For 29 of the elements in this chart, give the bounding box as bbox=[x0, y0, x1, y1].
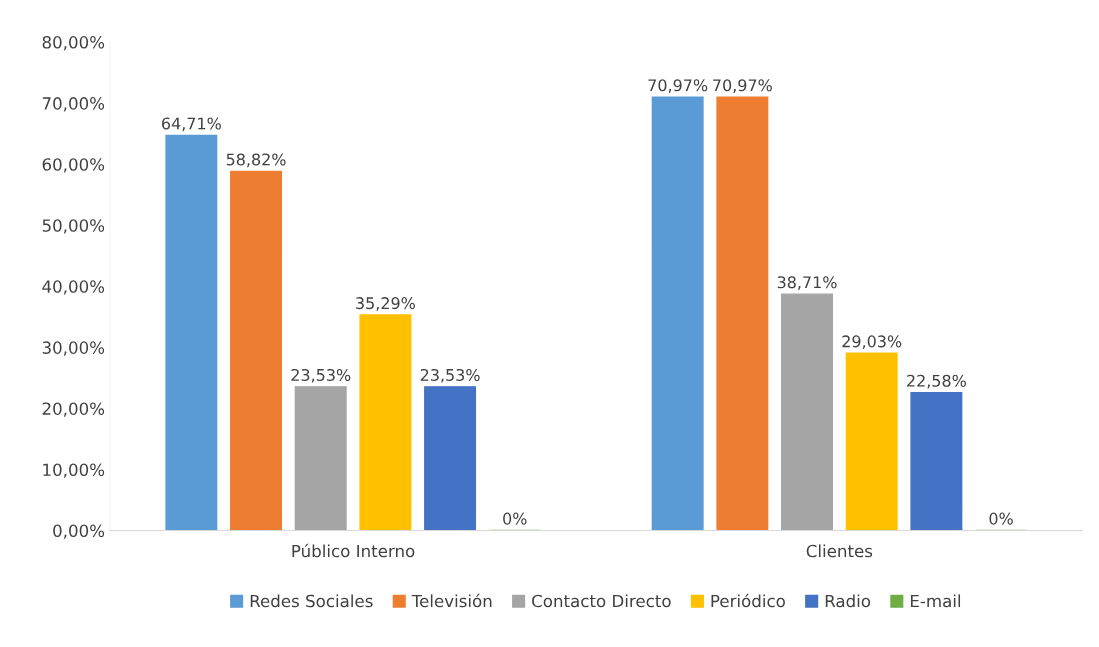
data-label: 22,58% bbox=[907, 374, 966, 389]
legend-label: Periódico bbox=[711, 593, 785, 608]
legend-label: Radio bbox=[825, 594, 871, 608]
y-tick-label: 10,00% bbox=[43, 463, 105, 478]
legend-label: Redes Sociales bbox=[250, 594, 373, 608]
data-label: 58,82% bbox=[226, 153, 286, 168]
data-label: 0% bbox=[989, 512, 1013, 525]
y-tick-label: 30,00% bbox=[42, 341, 105, 356]
legend-label: Televisión bbox=[411, 593, 492, 608]
data-label: 64,71% bbox=[162, 117, 221, 132]
data-label: 70,97% bbox=[713, 79, 772, 93]
legend-label: Contacto Directo bbox=[532, 594, 671, 608]
y-tick-label: 50,00% bbox=[42, 219, 105, 234]
data-label: 35,29% bbox=[356, 297, 415, 311]
data-label: 0% bbox=[503, 512, 527, 525]
x-tick-label: Público Interno bbox=[292, 543, 415, 558]
legend-label: E-mail bbox=[910, 594, 961, 608]
data-label: 23,53% bbox=[291, 368, 351, 383]
data-label: 29,03% bbox=[842, 335, 902, 350]
x-tick-label: Clientes bbox=[806, 544, 873, 558]
y-tick-label: 60,00% bbox=[42, 158, 105, 173]
y-tick-label: 20,00% bbox=[42, 402, 105, 417]
data-label: 70,97% bbox=[648, 79, 708, 93]
data-label: 38,71% bbox=[777, 276, 837, 290]
data-label: 23,53% bbox=[420, 368, 480, 383]
y-tick-label: 40,00% bbox=[42, 280, 105, 295]
y-tick-label: 70,00% bbox=[42, 97, 105, 112]
y-tick-label: 0,00% bbox=[53, 524, 105, 539]
y-tick-label: 80,00% bbox=[42, 36, 105, 51]
